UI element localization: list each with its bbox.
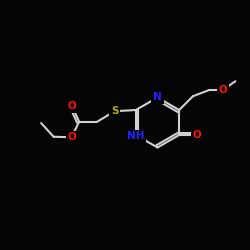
Text: O: O	[67, 132, 76, 142]
Text: N: N	[153, 92, 162, 102]
Text: S: S	[111, 106, 118, 116]
Text: O: O	[193, 130, 202, 140]
Text: NH: NH	[127, 131, 144, 141]
Text: O: O	[68, 101, 76, 111]
Text: O: O	[218, 85, 227, 95]
